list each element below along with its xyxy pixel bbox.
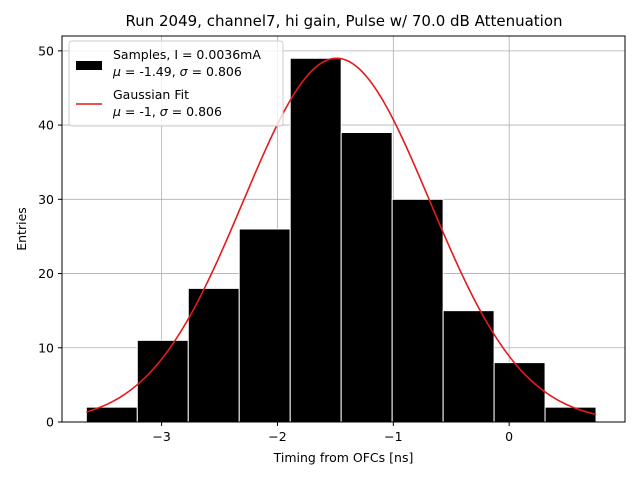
axis-ticks: −3 −2 −1 0 0 10 20 30 40 50 [38,43,513,444]
x-tick-label: −1 [384,429,402,444]
plot-frame [61,35,626,423]
y-tick-label: 50 [38,43,54,58]
histogram-bar [136,339,189,423]
histogram-bars [85,57,597,423]
y-tick-label: 20 [38,266,54,281]
y-tick-label: 0 [46,415,54,430]
chart-title: Run 2049, channel7, hi gain, Pulse w/ 70… [125,12,562,30]
x-tick-label: 0 [505,429,513,444]
histogram-bar [544,406,597,423]
y-tick-label: 10 [38,340,54,355]
histogram-bar [391,198,444,423]
legend-fit-label: Gaussian Fit [113,87,189,102]
legend-box [68,40,284,127]
fit-curve-line [86,57,597,416]
x-tick-label: −3 [152,429,170,444]
gaussian-fit [86,57,597,416]
histogram-bar [238,228,291,423]
legend-samples-swatch [76,61,102,70]
x-axis-label: Timing from OFCs [ns] [273,450,414,465]
legend-samples-label: Samples, I = 0.0036mA [113,47,261,62]
histogram-bar [289,57,342,423]
legend-fit-stats: μ = -1, σ = 0.806 [112,104,222,119]
histogram-bar [493,362,546,423]
legend: Samples, I = 0.0036mA μ = -1.49, σ = 0.8… [68,40,284,127]
y-tick-label: 30 [38,192,54,207]
y-tick-label: 40 [38,118,54,133]
y-axis-label: Entries [14,207,29,251]
x-tick-label: −2 [268,429,286,444]
histogram-bar [340,132,393,423]
legend-samples-stats: μ = -1.49, σ = 0.806 [112,64,242,79]
histogram-bar [187,287,240,423]
histogram-bar [442,310,495,423]
